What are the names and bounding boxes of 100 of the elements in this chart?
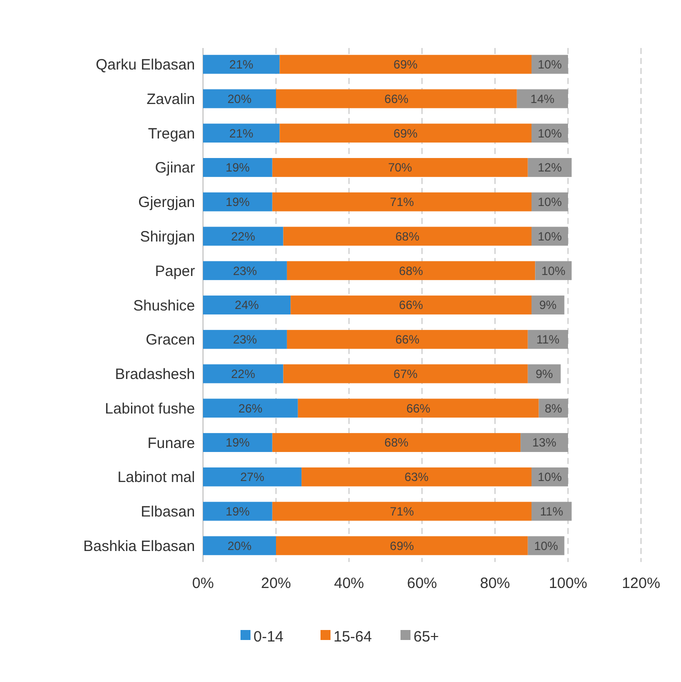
data-label: 66%	[384, 92, 409, 106]
data-label: 9%	[536, 366, 554, 381]
data-label: 66%	[406, 401, 431, 416]
bar	[203, 158, 272, 177]
data-label: 66%	[399, 298, 424, 312]
bar	[286, 330, 528, 349]
bar	[286, 261, 536, 280]
data-label: 11%	[540, 504, 564, 518]
data-label: 66%	[395, 332, 420, 347]
bar	[203, 330, 287, 349]
data-label: 22%	[231, 366, 256, 381]
y-tick-label: Funare	[147, 434, 195, 452]
bar	[290, 296, 532, 314]
data-label: 24%	[234, 298, 260, 312]
legend-label: 65+	[414, 628, 440, 646]
bar	[283, 364, 528, 384]
data-label: 19%	[226, 195, 250, 210]
data-label: 10%	[534, 538, 558, 553]
x-tick-label: 100%	[548, 575, 588, 592]
data-label: 19%	[226, 160, 250, 175]
data-label: 20%	[227, 92, 252, 106]
data-label: 10%	[538, 126, 562, 140]
data-label: 20%	[227, 538, 252, 553]
bar	[203, 364, 284, 384]
y-tick-label: Zavalin	[146, 90, 195, 108]
bar	[272, 192, 532, 212]
bar	[203, 261, 287, 280]
data-label: 68%	[395, 229, 420, 244]
y-tick-label: Gjergjan	[138, 194, 195, 212]
data-label: 19%	[226, 436, 250, 450]
data-label: 23%	[232, 264, 258, 278]
bar	[520, 433, 568, 452]
y-tick-label: Gjinar	[154, 160, 195, 177]
y-tick-label: Bradashesh	[114, 366, 195, 384]
y-tick-label: Paper	[154, 262, 195, 280]
bar	[203, 433, 272, 452]
y-tick-label: Qarku Elbasan	[96, 56, 195, 74]
data-label: 9%	[539, 298, 557, 312]
bar	[298, 398, 539, 418]
y-tick-label: Labinot fushe	[104, 400, 195, 418]
bar	[203, 192, 272, 212]
bar	[203, 398, 298, 418]
y-tick-label: Bashkia Elbasan	[83, 538, 195, 555]
data-label: 11%	[536, 332, 560, 347]
data-label: 22%	[231, 229, 256, 244]
y-tick-label: Labinot mal	[117, 469, 195, 486]
data-label: 21%	[229, 58, 254, 72]
bar	[203, 536, 276, 556]
data-label: 69%	[394, 126, 418, 140]
x-tick-label: 120%	[622, 575, 660, 592]
legend-label: 15-64	[334, 628, 372, 646]
data-label: 70%	[388, 160, 412, 175]
bar	[203, 54, 280, 74]
data-label: 10%	[538, 229, 562, 244]
x-tick-label: 0%	[192, 575, 214, 592]
x-tick-label: 60%	[406, 575, 438, 592]
data-label: 23%	[232, 332, 258, 347]
x-tick-label: 40%	[334, 575, 364, 592]
data-label: 69%	[390, 538, 414, 553]
bar	[203, 296, 291, 314]
data-label: 68%	[399, 264, 424, 278]
bar	[280, 54, 532, 74]
data-label: 21%	[229, 126, 254, 140]
bar	[276, 536, 528, 556]
data-label: 67%	[394, 366, 418, 381]
data-label: 63%	[404, 470, 429, 484]
data-label: 8%	[544, 401, 562, 416]
data-label: 68%	[384, 436, 409, 450]
bar	[272, 433, 521, 452]
data-label: 69%	[394, 58, 418, 72]
data-label: 10%	[538, 195, 562, 210]
data-label: 10%	[541, 264, 566, 278]
bar	[203, 89, 276, 108]
data-label: 13%	[532, 436, 557, 450]
legend-label: 0-14	[254, 628, 284, 646]
bar	[283, 226, 532, 246]
y-tick-label: Shushice	[133, 297, 195, 314]
bar	[272, 502, 532, 521]
data-label: 27%	[240, 470, 265, 484]
data-label: 14%	[530, 92, 555, 106]
bar	[203, 502, 272, 521]
x-tick-label: 20%	[260, 575, 292, 592]
data-label: 26%	[238, 401, 263, 416]
data-label: 71%	[390, 504, 414, 518]
bar	[276, 89, 517, 108]
bar	[203, 226, 284, 246]
y-tick-label: Shirgjan	[140, 228, 195, 246]
data-label: 10%	[538, 470, 562, 484]
data-label: 19%	[226, 504, 250, 518]
y-tick-label: Tregan	[148, 125, 195, 142]
data-label: 71%	[390, 195, 414, 210]
bar	[203, 467, 302, 486]
y-tick-label: Gracen	[146, 332, 195, 349]
data-label: 10%	[538, 58, 562, 72]
y-tick-label: Elbasan	[140, 504, 195, 521]
bar	[280, 124, 532, 143]
data-label: 12%	[538, 160, 562, 175]
bar	[203, 124, 280, 143]
bar	[302, 467, 532, 486]
x-tick-label: 80%	[480, 575, 510, 592]
